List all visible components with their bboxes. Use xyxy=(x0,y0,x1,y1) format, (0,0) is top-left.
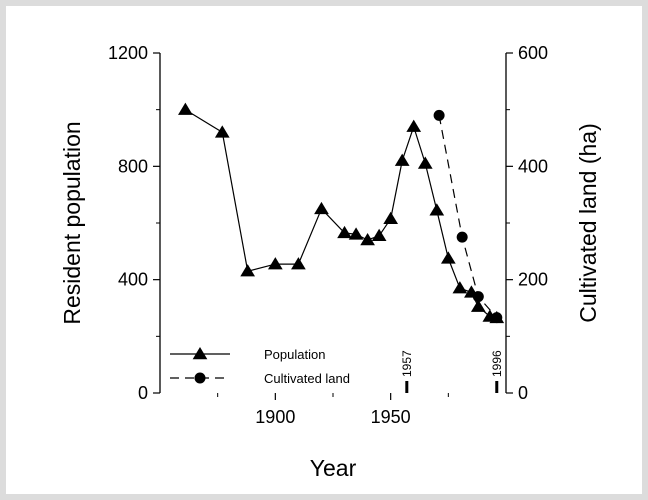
data-point-population xyxy=(214,125,230,138)
data-point-population xyxy=(291,257,306,270)
data-point-population xyxy=(383,211,399,224)
data-point-population xyxy=(360,233,375,246)
year-marker-label: 1996 xyxy=(490,350,504,377)
left-tick-label: 0 xyxy=(138,383,148,403)
data-point-cultivated-land xyxy=(456,231,468,243)
data-point-population xyxy=(371,228,387,241)
data-point-population xyxy=(314,201,329,215)
series-line-population xyxy=(185,109,497,319)
legend-marker-cultivated-land xyxy=(194,372,206,384)
year-marker-label: 1957 xyxy=(400,350,414,377)
data-point-population xyxy=(452,281,468,294)
legend: Population Cultivated land xyxy=(170,347,350,386)
data-point-population xyxy=(178,102,193,115)
x-tick-label: 1950 xyxy=(371,407,411,427)
axes xyxy=(159,53,507,393)
data-point-population xyxy=(267,257,283,270)
left-tick-label: 400 xyxy=(118,270,148,290)
data-point-population xyxy=(440,251,456,264)
left-tick-label: 1200 xyxy=(108,43,148,63)
data-point-population xyxy=(406,119,422,132)
data-point-cultivated-land xyxy=(472,291,484,303)
left-tick-label: 800 xyxy=(118,156,148,176)
right-y-axis-title: Cultivated land (ha) xyxy=(575,123,601,322)
x-tick-label: 1900 xyxy=(255,407,295,427)
legend-marker-population xyxy=(192,347,208,360)
x-axis-title: Year xyxy=(310,455,357,481)
chart-panel: 0 400 800 1200 0 200 400 600 1900 1950 1957 1996 P… xyxy=(6,6,642,494)
left-y-axis-title: Resident population xyxy=(59,121,85,324)
data-point-cultivated-land xyxy=(491,312,503,324)
chart-svg: 0 400 800 1200 0 200 400 600 1900 1950 1957 1996 P… xyxy=(59,43,601,481)
data-point-population xyxy=(394,153,410,166)
data-point-population xyxy=(337,225,352,239)
data-point-population xyxy=(429,203,445,216)
right-tick-label: 200 xyxy=(518,270,548,290)
data-point-population xyxy=(470,299,486,312)
data-point-cultivated-land xyxy=(433,109,445,121)
data-point-population xyxy=(240,264,256,277)
legend-label-population: Population xyxy=(264,347,325,362)
legend-label-cultivated-land: Cultivated land xyxy=(264,371,350,386)
series-line-cultivated-land xyxy=(438,115,498,318)
data-point-population xyxy=(417,156,433,169)
right-tick-label: 400 xyxy=(518,156,548,176)
right-tick-label: 0 xyxy=(518,383,528,403)
data-point-population xyxy=(348,227,364,240)
right-tick-label: 600 xyxy=(518,43,548,63)
